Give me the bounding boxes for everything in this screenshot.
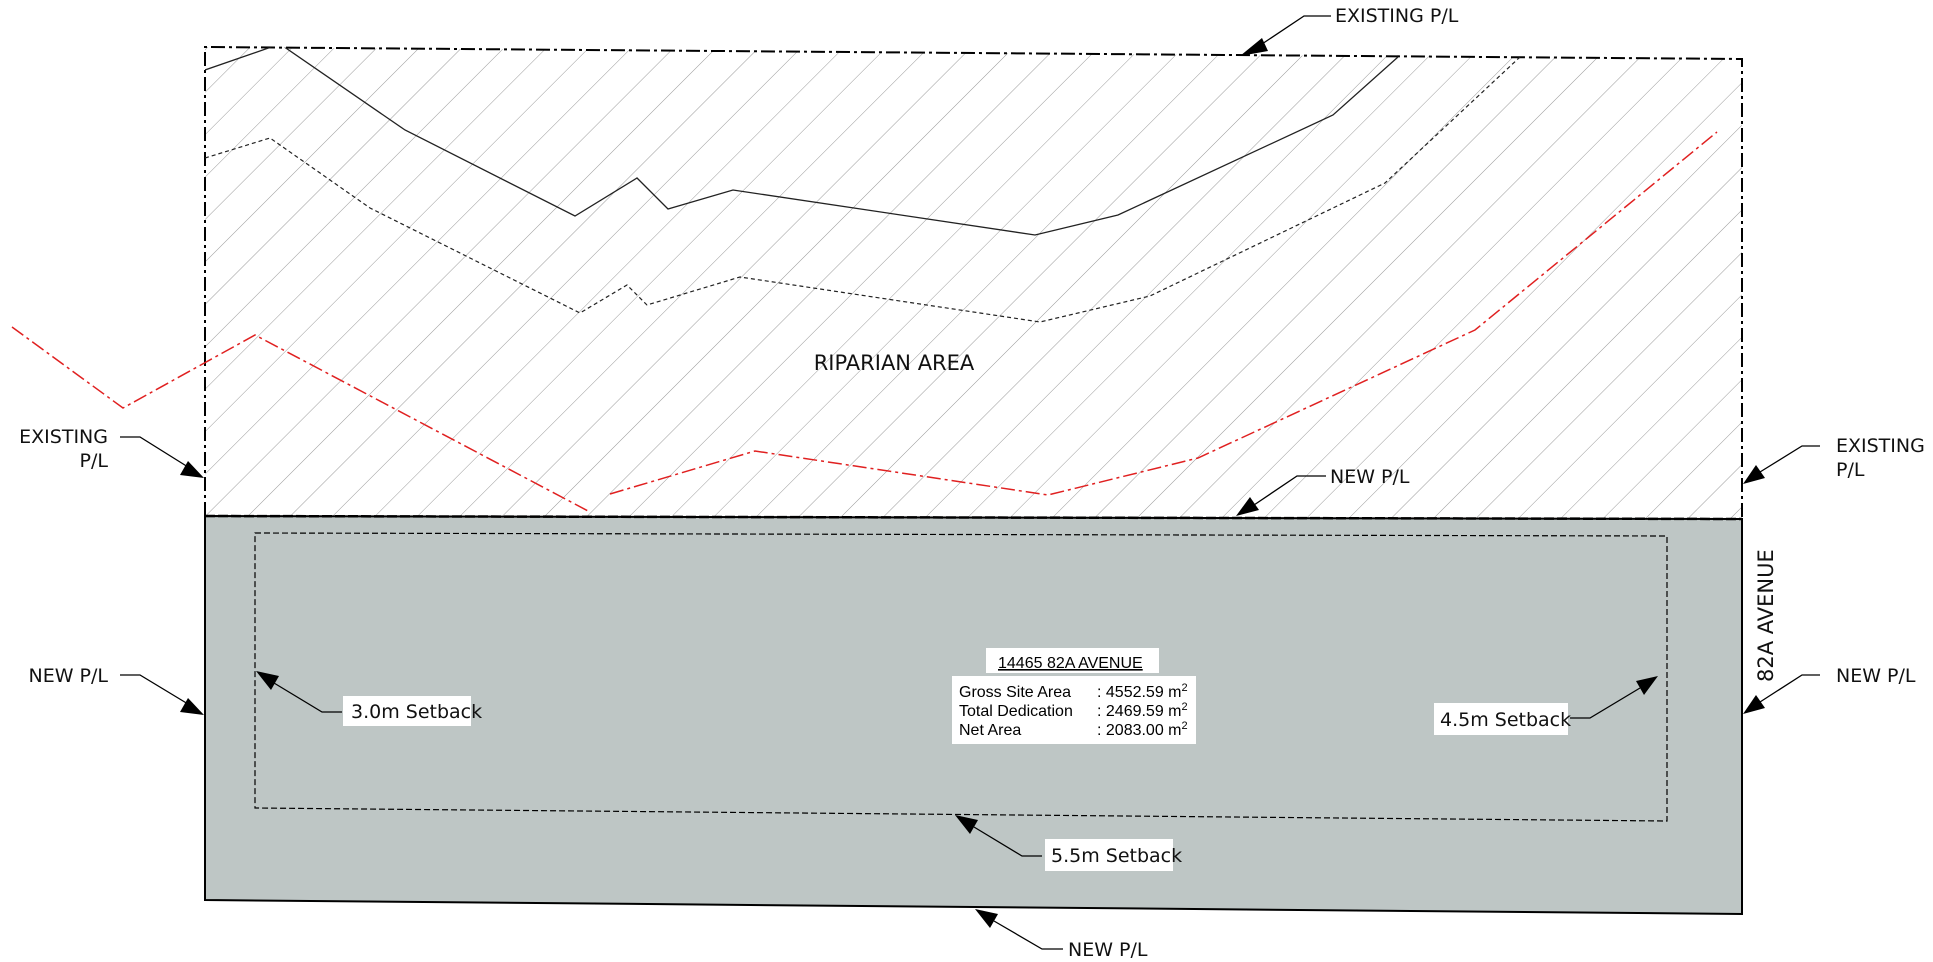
riparian-boundary-line [11, 326, 591, 513]
riparian-boundary-line-east [609, 131, 1718, 496]
site-info-box: 14465 82A AVENUE Gross Site Area : 4552.… [952, 648, 1196, 744]
setback-left-label: 3.0m Setback [351, 701, 482, 723]
existing-pl-right-label-line1: EXISTING [1836, 435, 1925, 457]
existing-pl-left-callout: EXISTING P/L [19, 426, 204, 478]
contour-line [205, 56, 1521, 323]
new-pl-left-label: NEW P/L [29, 665, 109, 687]
existing-pl-left-label-line1: EXISTING [19, 426, 108, 448]
new-pl-right-label: NEW P/L [1836, 665, 1916, 687]
new-pl-mid-callout: NEW P/L [1236, 466, 1410, 516]
existing-pl-left-label-line2: P/L [80, 450, 109, 472]
site-address: 14465 82A AVENUE [998, 655, 1143, 672]
setback-line [254, 532, 1668, 822]
existing-property-line [204, 45, 1743, 519]
total-dedication-value: : 2469.59 m2 [1097, 701, 1188, 720]
new-pl-bottom-callout: NEW P/L [975, 909, 1148, 961]
top-of-bank-line [205, 47, 1399, 236]
riparian-area-label: RIPARIAN AREA [814, 351, 975, 375]
new-pl-bottom-label: NEW P/L [1068, 939, 1148, 961]
net-area-label: Net Area [959, 722, 1021, 739]
street-name-label: 82A AVENUE [1754, 549, 1778, 682]
setback-right-label: 4.5m Setback [1440, 709, 1571, 731]
new-property-line [204, 514, 1743, 521]
existing-pl-right-label-line2: P/L [1836, 459, 1865, 481]
net-area-value: : 2083.00 m2 [1097, 720, 1188, 739]
gross-site-area-value: : 4552.59 m2 [1097, 682, 1188, 701]
setback-right-callout: 4.5m Setback [1434, 676, 1658, 735]
riparian-area-hatch [205, 47, 1742, 519]
existing-pl-top-label: EXISTING P/L [1335, 5, 1459, 27]
setback-bottom-label: 5.5m Setback [1051, 845, 1182, 867]
setback-bottom-callout: 5.5m Setback [955, 815, 1182, 871]
new-pl-mid-label: NEW P/L [1330, 466, 1410, 488]
gross-site-area-label: Gross Site Area [959, 684, 1071, 701]
existing-pl-top-callout: EXISTING P/L [1240, 5, 1459, 56]
total-dedication-label: Total Dedication [959, 703, 1073, 720]
setback-left-callout: 3.0m Setback [256, 671, 482, 726]
new-pl-right-callout: NEW P/L [1743, 665, 1916, 714]
existing-pl-right-callout: EXISTING P/L [1743, 435, 1925, 484]
new-pl-left-callout: NEW P/L [29, 665, 204, 715]
